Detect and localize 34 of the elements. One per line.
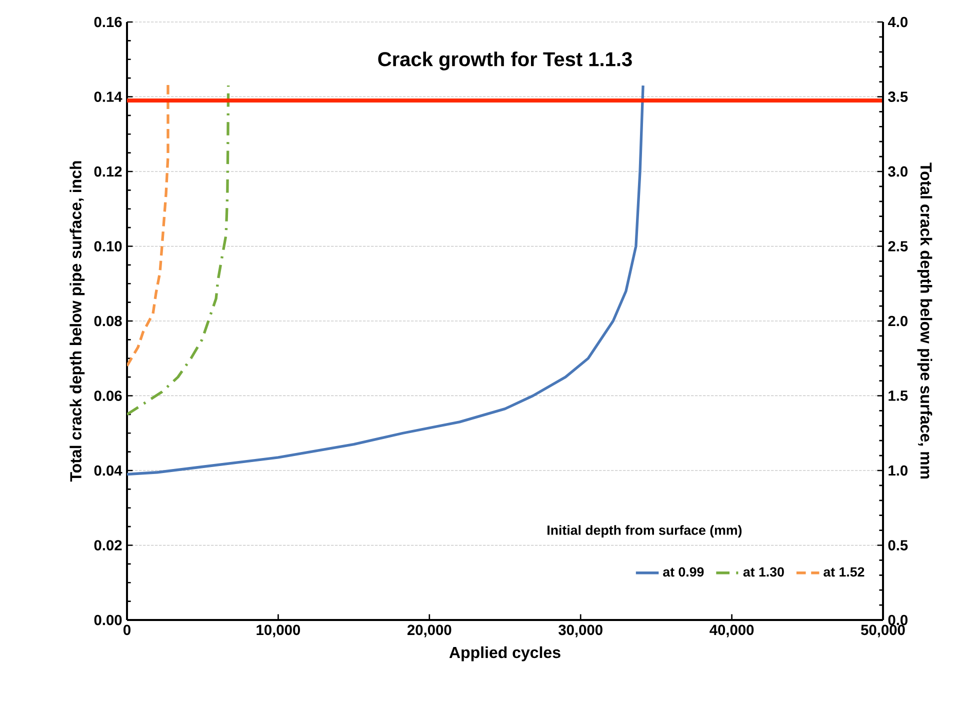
- y-tick-label: 0.12: [94, 166, 122, 177]
- legend-label: at 1.30: [743, 567, 784, 577]
- text: Crack growth for Test 1.1.3: [378, 52, 632, 70]
- y2-tick-label: 4.0: [888, 16, 908, 28]
- legend-label: at 1.52: [824, 567, 864, 577]
- y-tick-label: 0.06: [94, 390, 122, 401]
- y2-tick-label: 0.5: [888, 540, 908, 550]
- y2-axis-title: Total crack depth below pipe surface, mm: [917, 162, 932, 479]
- y2-tick-label: 2.5: [888, 241, 908, 252]
- y2-tick-label: 3.5: [888, 92, 908, 102]
- y-tick-label: 0.02: [94, 540, 122, 550]
- line-series: [127, 84, 644, 476]
- y-tick-label: 0.08: [94, 316, 122, 326]
- x-tick-label: 20,000: [407, 624, 452, 638]
- line-series: [127, 84, 230, 416]
- y2-tick-label: 0.0: [888, 614, 908, 626]
- x-tick-label: 10,000: [256, 624, 300, 638]
- x-axis-title: Applied cycles: [449, 646, 560, 662]
- y2-tick-label: 2.0: [888, 316, 908, 326]
- y-tick-label: 0.10: [94, 241, 122, 252]
- y2-tick-label: 3.0: [888, 166, 908, 177]
- y2-tick-label: 1.5: [888, 390, 908, 401]
- y-tick-label: 0.16: [94, 16, 122, 28]
- x-tick-label: 50,000: [861, 624, 905, 638]
- y-axis-title: Total crack depth below pipe surface, inch: [70, 161, 85, 482]
- y-tick-label: 0.00: [94, 614, 122, 626]
- y2-tick-label: 1.0: [888, 465, 908, 476]
- y-tick-label: 0.14: [94, 92, 122, 102]
- x-tick-label: 0: [124, 624, 130, 636]
- x-tick-label: 30,000: [558, 624, 602, 638]
- legend-label: at 0.99: [663, 567, 704, 577]
- legend-title: Initial depth from surface (mm): [548, 525, 742, 538]
- y-tick-label: 0.04: [94, 465, 122, 476]
- x-tick-label: 40,000: [710, 624, 754, 638]
